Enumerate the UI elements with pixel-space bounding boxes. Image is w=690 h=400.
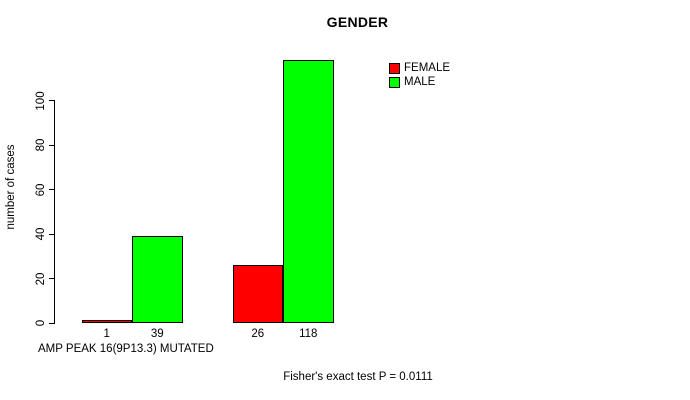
y-axis-line: [54, 100, 55, 324]
y-axis-tick: [49, 233, 54, 235]
y-axis-tick-label: 0: [35, 319, 47, 327]
y-axis-tick: [49, 189, 54, 191]
y-axis-tick: [49, 144, 54, 146]
chart-title: GENDER: [326, 14, 389, 30]
y-axis-tick-label: 20: [35, 272, 47, 285]
y-axis-tick-label: 100: [35, 91, 47, 111]
legend-label: MALE: [404, 76, 436, 88]
legend-swatch-female: [389, 63, 400, 74]
x-axis-label: AMP PEAK 16(9P13.3) MUTATED: [38, 343, 214, 355]
legend-item-male: MALE: [389, 76, 450, 88]
legend-label: FEMALE: [404, 62, 451, 74]
legend: FEMALE MALE: [389, 62, 451, 91]
legend-swatch-male: [389, 77, 400, 88]
y-axis-tick-label: 60: [35, 183, 47, 197]
bar-male-group2: [283, 60, 334, 324]
bar-female-group2: [232, 264, 283, 324]
fisher-test-annotation: Fisher's exact test P = 0.0111: [283, 371, 433, 383]
y-axis-tick: [49, 322, 54, 324]
y-axis-tick-label: 40: [35, 227, 47, 241]
bar-value-label: 118: [299, 327, 318, 340]
bar-male-group1: [132, 235, 183, 324]
bar-female-group1: [81, 320, 132, 324]
bar-value-label: 39: [150, 327, 164, 340]
y-axis-tick: [49, 278, 54, 280]
y-axis-tick-label: 80: [35, 138, 47, 152]
legend-item-female: FEMALE: [389, 62, 451, 74]
bar-value-label: 1: [103, 327, 110, 340]
y-axis-tick: [49, 100, 54, 102]
bar-value-label: 26: [251, 327, 265, 340]
